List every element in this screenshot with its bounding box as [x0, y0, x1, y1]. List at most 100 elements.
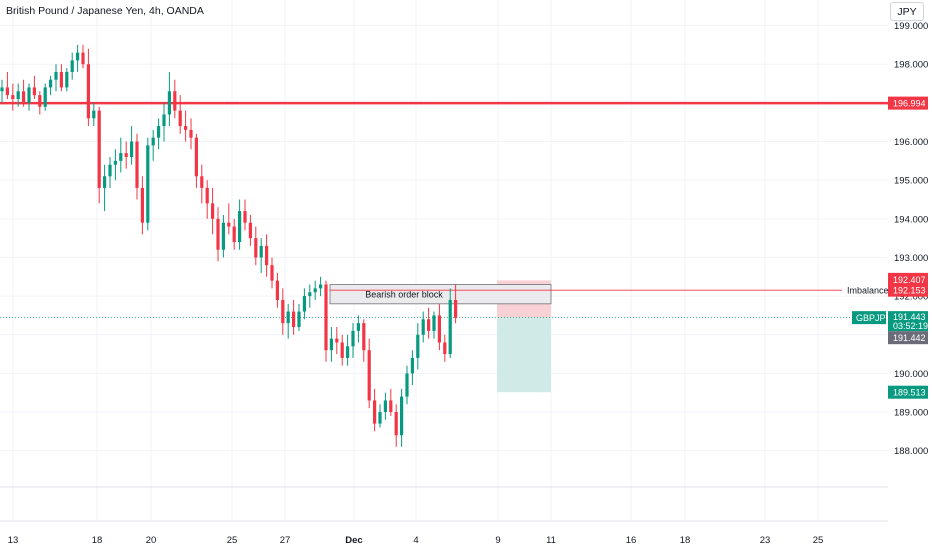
time-axis-label: 27	[280, 535, 291, 546]
chart-grid	[0, 0, 932, 522]
candle	[238, 199, 242, 250]
entry-price-tag: 191.442	[893, 333, 926, 343]
candle-body	[389, 400, 393, 413]
candle	[454, 284, 458, 324]
candle-body	[329, 338, 333, 351]
candle-body	[427, 319, 431, 331]
candle	[194, 133, 198, 188]
candle	[103, 164, 107, 212]
candle-body	[92, 110, 96, 119]
candle	[146, 137, 150, 231]
candle-body	[394, 412, 398, 436]
candle	[405, 365, 409, 405]
candle-body	[211, 203, 215, 219]
current-price-tag-bg	[888, 311, 928, 332]
candle-body	[221, 222, 225, 250]
candle	[351, 323, 355, 358]
candle	[243, 199, 247, 231]
candle-body	[270, 265, 274, 281]
candle-body	[184, 126, 188, 130]
candle-body	[362, 323, 366, 351]
candle	[319, 276, 323, 297]
candle	[427, 307, 431, 339]
horizontal-levels: Imbalance	[0, 101, 889, 319]
candle-body	[135, 141, 139, 188]
candle	[92, 102, 96, 127]
target-price-tag: 189.513	[893, 388, 926, 398]
candle-body	[151, 137, 155, 146]
candle	[157, 118, 161, 150]
candle-body	[421, 319, 425, 335]
candle-body	[157, 126, 161, 138]
candle	[248, 214, 252, 246]
candle	[167, 71, 171, 127]
price-axis-label: 193.000	[894, 253, 928, 264]
resistance-price-tag-bg	[888, 96, 928, 110]
candle-body	[178, 110, 182, 127]
candle-body	[297, 311, 301, 328]
candle-body	[373, 400, 377, 424]
candle	[410, 350, 414, 385]
candle	[54, 64, 58, 92]
candle-body	[308, 292, 312, 297]
candle-body	[405, 373, 409, 397]
candle-body	[259, 245, 263, 258]
time-axis-label: 4	[413, 535, 418, 546]
candle	[443, 334, 447, 362]
candle	[70, 52, 74, 80]
candle	[383, 392, 387, 420]
currency-button[interactable]: JPY	[890, 2, 924, 21]
resistance-price-tag: 196.994	[893, 99, 926, 109]
candle	[437, 303, 441, 351]
candle	[205, 180, 209, 219]
price-axis-label: 194.000	[894, 214, 928, 225]
time-axis-label: 13	[8, 535, 19, 546]
candle-body	[281, 299, 285, 324]
candle	[416, 323, 420, 370]
price-axis-label: 195.000	[894, 176, 928, 187]
candle-body	[189, 129, 193, 138]
candle-body	[448, 299, 452, 355]
candle-body	[335, 338, 339, 343]
candle	[308, 284, 312, 308]
candle	[335, 327, 339, 355]
price-axis-label: 199.000	[894, 21, 928, 32]
candle-body	[22, 91, 26, 103]
candle	[27, 83, 31, 111]
candle-body	[32, 87, 36, 96]
candle	[448, 288, 452, 358]
candle	[356, 315, 360, 343]
candle-body	[124, 153, 128, 157]
candle-body	[162, 114, 166, 127]
candle	[378, 404, 382, 428]
candle-body	[0, 87, 4, 92]
candle-body	[232, 226, 236, 242]
candle-body	[11, 95, 15, 100]
candle	[113, 149, 117, 181]
candle-body	[200, 176, 204, 188]
candle-body	[346, 346, 350, 358]
candle	[265, 234, 269, 277]
candle-body	[356, 323, 360, 331]
candle-body	[454, 299, 458, 318]
candle-body	[248, 222, 252, 239]
time-axis-label: 25	[227, 535, 238, 546]
candle-body	[54, 71, 58, 80]
candle-body	[351, 330, 355, 347]
candle-body	[119, 153, 123, 161]
candle	[340, 334, 344, 366]
candle	[373, 388, 377, 432]
symbol-tag-bg	[852, 311, 886, 325]
candle	[211, 187, 215, 235]
candle	[324, 280, 328, 362]
candle-body	[227, 222, 231, 227]
candle-body	[265, 245, 269, 266]
candle-body	[194, 137, 198, 177]
candle	[254, 226, 258, 266]
time-axis-label: 23	[760, 535, 771, 546]
price-axis-label: 192.000	[894, 292, 928, 303]
candle	[162, 102, 166, 142]
countdown-tag: 03:52:19	[893, 321, 928, 331]
candle-body	[108, 164, 112, 177]
